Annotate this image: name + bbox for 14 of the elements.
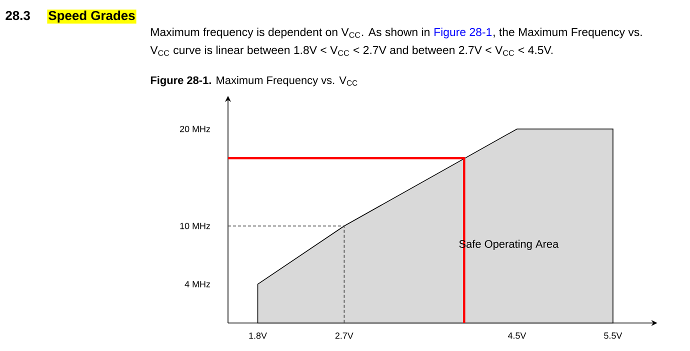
text: Speed Grades xyxy=(48,10,135,23)
chart-subtitle: Figure 28-1. Maximum Frequency vs. V$_{CC}$ xyxy=(150,76,358,86)
y-tick-label: 4 MHz xyxy=(184,281,210,288)
x-tick-label: 5.5V xyxy=(604,332,622,339)
text: V$_{CC}$ curve is linear between 1.8V < V$_{CC}$ < 2.7V and between 2.7V < V$_{CC}$ < 4.5V. xyxy=(150,46,552,56)
x-tick-label: 4.5V xyxy=(508,332,526,339)
y-tick-label: 20 MHz xyxy=(180,126,210,132)
caption: Figure 28-1 xyxy=(434,28,492,38)
x-tick-label: 2.7V xyxy=(335,332,354,339)
text: , the Maximum Frequency vs. xyxy=(494,28,642,38)
x-tick-label: 1.8V xyxy=(249,332,267,339)
y-tick-label: 10 MHz xyxy=(180,222,210,230)
text: 28.3 xyxy=(6,10,30,20)
text: Maximum frequency is dependent on V$_{CC}$. As shown in xyxy=(151,28,430,38)
